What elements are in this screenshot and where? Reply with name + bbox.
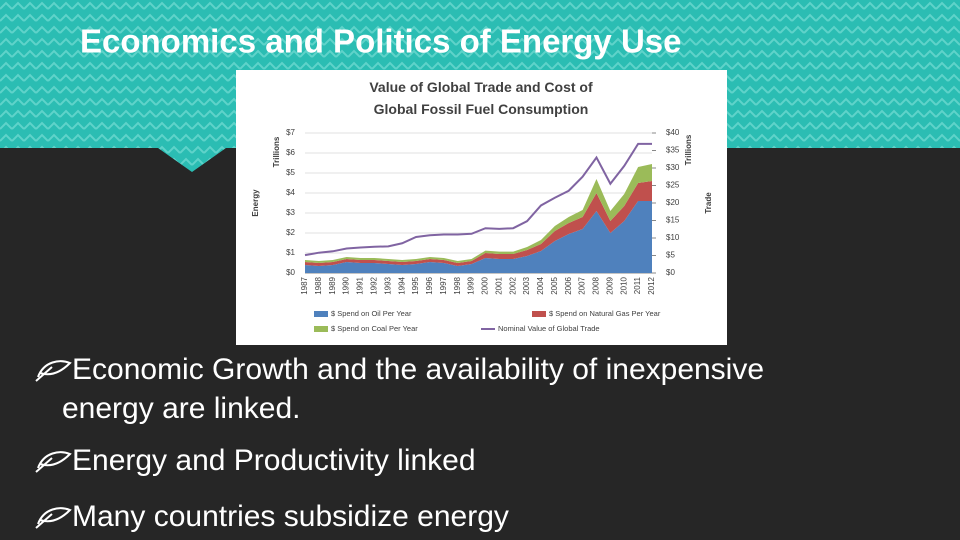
x-tick-label: 1997 — [439, 276, 448, 294]
legend-swatch — [314, 311, 328, 317]
x-tick-label: 1988 — [314, 276, 323, 294]
x-tick-label: 2012 — [647, 276, 656, 294]
x-tick-label: 2001 — [494, 276, 503, 294]
y2-axis-label: Trade — [704, 192, 713, 214]
legend-label: $ Spend on Oil Per Year — [331, 309, 412, 318]
y2-tick-label: $5 — [666, 251, 675, 260]
area — [305, 164, 652, 263]
x-tick-label: 2008 — [592, 276, 601, 294]
x-tick-label: 2011 — [633, 276, 642, 294]
bullet-text: Energy and Productivity linked — [72, 444, 476, 477]
legend-swatch — [314, 326, 328, 332]
x-tick-label: 2003 — [522, 276, 531, 294]
x-tick-label: 2006 — [564, 276, 573, 294]
x-tick-label: 1996 — [425, 276, 434, 294]
y-tick-label: $5 — [286, 168, 295, 177]
y2-tick-label: $10 — [666, 233, 680, 242]
x-tick-label: 1987 — [300, 276, 309, 294]
x-tick-label: 2002 — [508, 276, 517, 294]
x-tick-label: 2004 — [536, 276, 545, 294]
x-tick-label: 1990 — [342, 276, 351, 294]
x-tick-label: 1989 — [328, 276, 337, 294]
x-tick-label: 2000 — [481, 276, 490, 294]
y-tick-label: $3 — [286, 208, 295, 217]
y2-tick-label: $35 — [666, 146, 680, 155]
bullet-text: Economic Growth and the availability of … — [72, 353, 764, 386]
bullet-text: Many countries subsidize energy — [72, 500, 509, 533]
trade-line — [304, 142, 652, 257]
x-tick-label: 2009 — [605, 276, 614, 294]
y2-tick-label: $15 — [666, 216, 680, 225]
y-tick-label: $1 — [286, 248, 295, 257]
y2-tick-label: $40 — [666, 128, 680, 137]
y2-tick-label: $30 — [666, 163, 680, 172]
x-tick-label: 1991 — [356, 276, 365, 294]
y2-tick-label: $20 — [666, 198, 680, 207]
legend-label: $ Spend on Coal Per Year — [331, 324, 418, 333]
bullet-text: energy are linked. — [62, 392, 300, 425]
y2-axis-unit: Trillions — [684, 134, 693, 165]
area — [305, 181, 652, 266]
x-tick-label: 2010 — [619, 276, 628, 294]
x-tick-label: 1992 — [370, 276, 379, 294]
slide-title: Economics and Politics of Energy Use — [80, 23, 682, 60]
y-tick-label: $2 — [286, 228, 295, 237]
x-tick-label: 2007 — [578, 276, 587, 294]
x-tick-label: 1995 — [411, 276, 420, 294]
x-tick-label: 1993 — [383, 276, 392, 294]
bullet-icon — [35, 451, 72, 473]
y-tick-label: $6 — [286, 148, 295, 157]
x-tick-label: 1994 — [397, 276, 406, 294]
y2-tick-label: $0 — [666, 268, 675, 277]
legend-swatch — [532, 311, 546, 317]
y-tick-label: $4 — [286, 188, 295, 197]
bullet-icon — [35, 507, 72, 529]
y2-tick-label: $25 — [666, 181, 680, 190]
y-axis-label: Energy — [251, 189, 260, 217]
y-tick-label: $7 — [286, 128, 295, 137]
y-tick-label: $0 — [286, 268, 295, 277]
x-tick-label: 2005 — [550, 276, 559, 294]
bullet-icon — [35, 360, 72, 382]
chart-title: Value of Global Trade and Cost of Global … — [369, 79, 593, 117]
legend-label: $ Spend on Natural Gas Per Year — [549, 309, 661, 318]
legend-label: Nominal Value of Global Trade — [498, 324, 600, 333]
y-axis-unit: Trillions — [272, 136, 281, 167]
x-tick-label: 1998 — [453, 276, 462, 294]
area — [305, 201, 652, 273]
x-tick-label: 1999 — [467, 276, 476, 294]
